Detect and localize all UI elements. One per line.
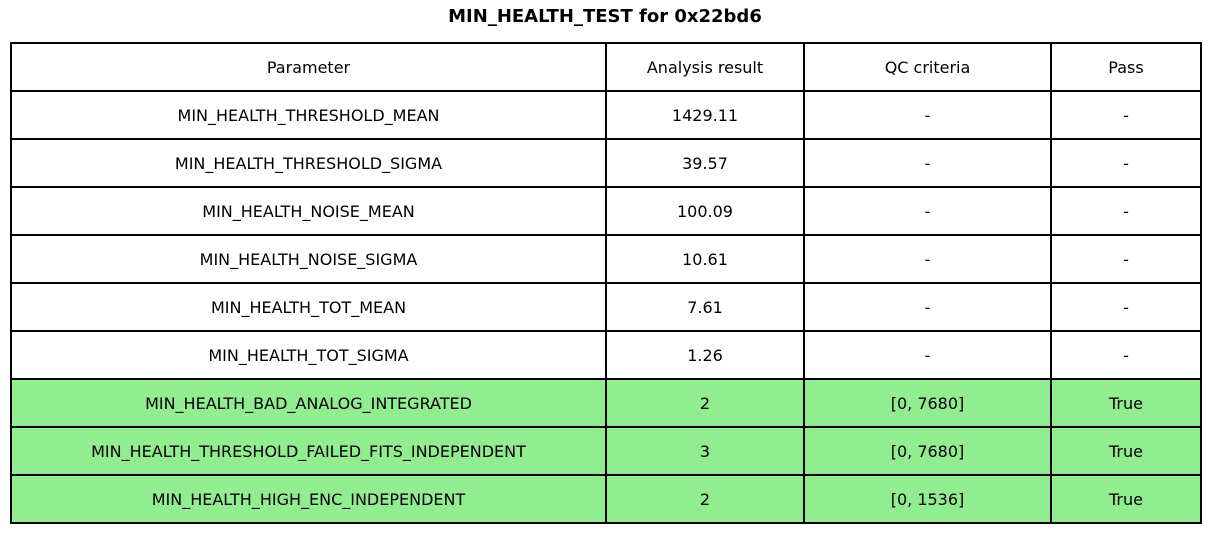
cell-pass: True — [1050, 426, 1202, 476]
cell-analysis-result: 3 — [605, 426, 805, 476]
cell-parameter: MIN_HEALTH_THRESHOLD_SIGMA — [10, 138, 607, 188]
column-header-parameter: Parameter — [10, 42, 607, 92]
cell-analysis-result: 39.57 — [605, 138, 805, 188]
cell-analysis-result: 1.26 — [605, 330, 805, 380]
cell-qc-criteria: [0, 7680] — [803, 378, 1052, 428]
cell-parameter: MIN_HEALTH_THRESHOLD_FAILED_FITS_INDEPEN… — [10, 426, 607, 476]
qc-results-table: Parameter Analysis result QC criteria Pa… — [10, 42, 1202, 524]
cell-analysis-result: 2 — [605, 474, 805, 524]
cell-parameter: MIN_HEALTH_THRESHOLD_MEAN — [10, 90, 607, 140]
cell-parameter: MIN_HEALTH_NOISE_SIGMA — [10, 234, 607, 284]
cell-pass: True — [1050, 474, 1202, 524]
cell-qc-criteria: [0, 1536] — [803, 474, 1052, 524]
cell-analysis-result: 7.61 — [605, 282, 805, 332]
cell-qc-criteria: - — [803, 330, 1052, 380]
cell-pass: - — [1050, 234, 1202, 284]
cell-pass: - — [1050, 330, 1202, 380]
cell-parameter: MIN_HEALTH_TOT_MEAN — [10, 282, 607, 332]
table-row: MIN_HEALTH_NOISE_SIGMA 10.61 - - — [10, 234, 1202, 284]
table-row: MIN_HEALTH_THRESHOLD_FAILED_FITS_INDEPEN… — [10, 426, 1202, 476]
cell-qc-criteria: - — [803, 282, 1052, 332]
column-header-analysis-result: Analysis result — [605, 42, 805, 92]
cell-qc-criteria: [0, 7680] — [803, 426, 1052, 476]
cell-qc-criteria: - — [803, 138, 1052, 188]
table-row: MIN_HEALTH_TOT_SIGMA 1.26 - - — [10, 330, 1202, 380]
table-row: MIN_HEALTH_BAD_ANALOG_INTEGRATED 2 [0, 7… — [10, 378, 1202, 428]
column-header-pass: Pass — [1050, 42, 1202, 92]
cell-pass: - — [1050, 90, 1202, 140]
cell-parameter: MIN_HEALTH_HIGH_ENC_INDEPENDENT — [10, 474, 607, 524]
table-row: MIN_HEALTH_TOT_MEAN 7.61 - - — [10, 282, 1202, 332]
cell-pass: - — [1050, 186, 1202, 236]
table-row: MIN_HEALTH_THRESHOLD_MEAN 1429.11 - - — [10, 90, 1202, 140]
page-title: MIN_HEALTH_TEST for 0x22bd6 — [448, 6, 762, 27]
cell-analysis-result: 2 — [605, 378, 805, 428]
table-row: MIN_HEALTH_HIGH_ENC_INDEPENDENT 2 [0, 15… — [10, 474, 1202, 524]
cell-pass: True — [1050, 378, 1202, 428]
cell-pass: - — [1050, 138, 1202, 188]
cell-parameter: MIN_HEALTH_NOISE_MEAN — [10, 186, 607, 236]
cell-analysis-result: 100.09 — [605, 186, 805, 236]
cell-parameter: MIN_HEALTH_TOT_SIGMA — [10, 330, 607, 380]
cell-qc-criteria: - — [803, 90, 1052, 140]
cell-pass: - — [1050, 282, 1202, 332]
table-row: MIN_HEALTH_NOISE_MEAN 100.09 - - — [10, 186, 1202, 236]
cell-qc-criteria: - — [803, 234, 1052, 284]
cell-qc-criteria: - — [803, 186, 1052, 236]
cell-analysis-result: 10.61 — [605, 234, 805, 284]
cell-analysis-result: 1429.11 — [605, 90, 805, 140]
header-row: Parameter Analysis result QC criteria Pa… — [10, 42, 1202, 92]
table-row: MIN_HEALTH_THRESHOLD_SIGMA 39.57 - - — [10, 138, 1202, 188]
column-header-qc-criteria: QC criteria — [803, 42, 1052, 92]
cell-parameter: MIN_HEALTH_BAD_ANALOG_INTEGRATED — [10, 378, 607, 428]
